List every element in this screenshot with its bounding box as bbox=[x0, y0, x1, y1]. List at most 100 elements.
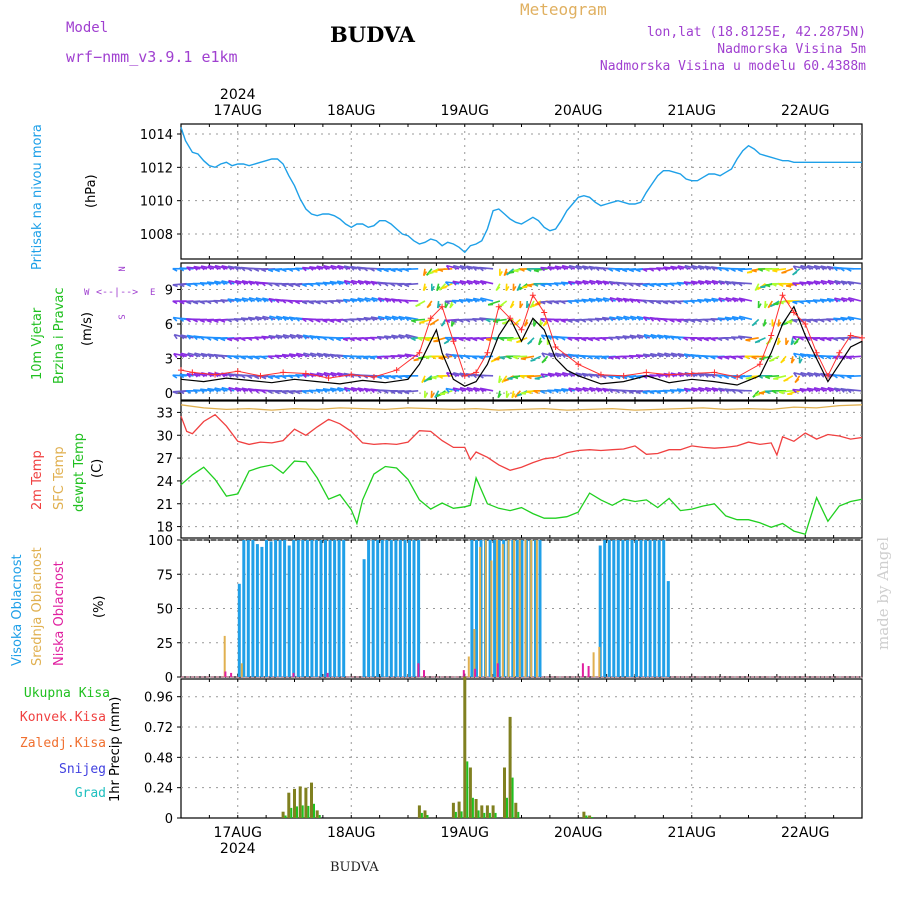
wind-arrow-head bbox=[493, 320, 499, 324]
wind-arrow bbox=[533, 268, 548, 272]
wind-arrow-head bbox=[840, 297, 846, 303]
wind-arrow-head bbox=[827, 387, 832, 393]
wind-arrow-head bbox=[260, 335, 266, 341]
wind-arrow-head bbox=[458, 338, 464, 342]
wind-arrow-head bbox=[267, 282, 273, 287]
precip-label-5: Grad bbox=[74, 786, 106, 801]
wind-arrow-head bbox=[635, 299, 641, 304]
wind-arrow bbox=[622, 335, 637, 339]
wind-arrow bbox=[697, 298, 712, 302]
y-tick-label: 21 bbox=[156, 498, 173, 513]
wind-arrow-head bbox=[254, 388, 259, 394]
wind-arrow bbox=[547, 266, 562, 270]
wind-arrow-head bbox=[308, 335, 314, 340]
wind-arrow-head bbox=[642, 299, 648, 304]
wind-arrow bbox=[684, 264, 698, 270]
wind-arrow-head bbox=[404, 283, 410, 288]
wind-arrow-head bbox=[248, 297, 253, 303]
wind-arrow-head bbox=[479, 280, 485, 286]
wind-arrow-head bbox=[288, 353, 294, 359]
wind-arrow-head bbox=[574, 354, 580, 359]
precip-bar-rain bbox=[506, 797, 508, 818]
wind-arrow-head bbox=[683, 353, 689, 359]
wind-arrow-head bbox=[806, 387, 811, 393]
cloud-bar-high bbox=[278, 540, 282, 677]
wind-arrow-head bbox=[376, 268, 382, 273]
wind-arrow-head bbox=[336, 280, 341, 286]
wind-arrow bbox=[792, 388, 807, 392]
wind-arrow-head bbox=[207, 372, 212, 378]
wind-arrow-head bbox=[328, 337, 335, 342]
wind-arrow-head bbox=[696, 354, 702, 360]
wind-arrow-head bbox=[509, 303, 515, 309]
model-elevation-label: Nadmorska Visina u modelu 60.4388m bbox=[599, 59, 866, 74]
wind-arrow-head bbox=[233, 266, 239, 271]
cloud-bar-high bbox=[403, 540, 407, 677]
wind-arrow-head bbox=[193, 372, 198, 378]
cloud-bar-high bbox=[310, 540, 314, 677]
wind-arrow-head bbox=[397, 299, 402, 304]
wind-arrow bbox=[296, 334, 310, 339]
wind-arrow-head bbox=[452, 387, 457, 393]
wind-arrow-head bbox=[677, 353, 682, 358]
y-tick-label: 33 bbox=[156, 406, 173, 421]
wind-arrow-head bbox=[757, 268, 764, 272]
wind-arrow bbox=[452, 387, 467, 392]
wind-arrow-head bbox=[840, 280, 845, 286]
wind-arrow-head bbox=[717, 374, 723, 379]
wind-arrow-head bbox=[799, 353, 804, 359]
wind-arrow-head bbox=[438, 357, 444, 360]
wind-arrow-head bbox=[832, 374, 838, 379]
y-tick-label: 27 bbox=[156, 452, 173, 467]
wind-arrow bbox=[479, 374, 494, 377]
wind-arrow bbox=[207, 387, 221, 392]
wind-arrow bbox=[705, 386, 719, 392]
cloud-bar-low bbox=[292, 672, 295, 677]
wind-arrow-head bbox=[792, 388, 797, 394]
precip-bar-rain bbox=[585, 815, 588, 818]
wind-arrow-head bbox=[186, 334, 192, 340]
wind-arrow-head bbox=[819, 338, 825, 342]
wind-arrow-head bbox=[390, 334, 396, 340]
wind-arrow-head bbox=[349, 338, 355, 342]
wind-arrow-head bbox=[349, 298, 355, 303]
wind-arrow-head bbox=[561, 265, 566, 271]
wind-arrow-head bbox=[568, 372, 573, 378]
wind-arrow-head bbox=[683, 281, 689, 286]
wind-arrow bbox=[241, 297, 255, 302]
cloud-bar-low bbox=[326, 672, 329, 677]
wind-arrow bbox=[848, 297, 862, 302]
wind-arrow-head bbox=[301, 373, 307, 379]
wind-arrow-head bbox=[295, 352, 301, 358]
wind-arrow-head bbox=[329, 281, 334, 286]
precip-bar-rain bbox=[426, 815, 429, 818]
precip-bar bbox=[315, 810, 319, 818]
wind-arrow-head bbox=[497, 393, 502, 399]
wind-arrow-head bbox=[805, 300, 811, 304]
cloud-bar-low bbox=[224, 671, 227, 677]
wind-arrow-head bbox=[369, 336, 375, 341]
wind-arrow-head bbox=[568, 265, 573, 271]
cloud-bar-high bbox=[635, 540, 638, 677]
wind-arrow-head bbox=[328, 300, 335, 305]
wind-arrow-head bbox=[540, 266, 545, 272]
wind-arrows bbox=[172, 264, 862, 399]
wind-arrow bbox=[173, 352, 187, 358]
wind-arrow-head bbox=[764, 303, 769, 309]
cloud-bar-high bbox=[314, 540, 318, 677]
wind-arrow-head bbox=[553, 282, 559, 287]
x-day-label-top: 17AUG bbox=[214, 103, 263, 119]
wind-arrow-head bbox=[730, 336, 736, 341]
wind-arrow-head bbox=[794, 378, 800, 384]
wind-arrow-head bbox=[436, 286, 441, 292]
wind-arrow-head bbox=[574, 280, 580, 286]
wind-arrow bbox=[302, 266, 317, 270]
precip-bar-rain bbox=[420, 812, 423, 818]
wind-arrow bbox=[199, 282, 214, 285]
precip-bar-rain bbox=[460, 811, 463, 818]
wind-arrow-head bbox=[444, 319, 451, 323]
wind-arrow-head bbox=[281, 268, 287, 273]
y-tick-label: 30 bbox=[156, 429, 173, 444]
wind-arrow-head bbox=[703, 355, 709, 360]
wind-arrow-head bbox=[424, 338, 430, 342]
